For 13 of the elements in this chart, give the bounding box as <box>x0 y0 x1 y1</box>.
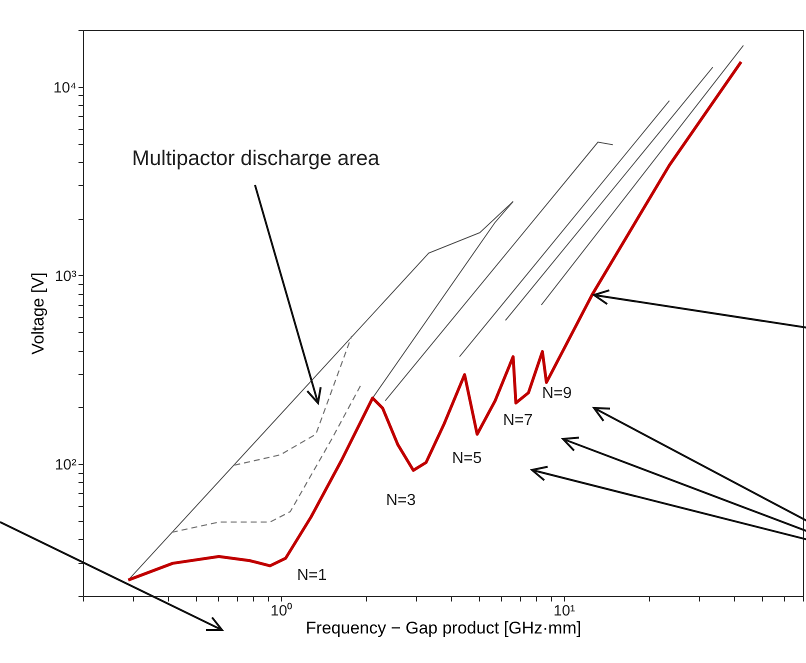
annotation: Multipactor discharge area <box>132 147 380 171</box>
y-axis-title: Voltage [V] <box>28 272 48 355</box>
x-axis-title: Frequency − Gap product [GHz·mm] <box>306 618 582 638</box>
y-tick-label: 10⁴ <box>53 79 76 96</box>
annotation: N=9 <box>542 385 572 403</box>
annotation: N=7 <box>503 412 533 430</box>
x-tick-label: 10¹ <box>553 602 576 620</box>
annotation: N=5 <box>452 450 482 468</box>
y-tick-label: 10³ <box>54 268 76 285</box>
y-tick-label: 10² <box>54 456 76 474</box>
x-tick-label: 10⁰ <box>270 602 292 620</box>
annotation: N=1 <box>297 567 327 585</box>
annotation: N=3 <box>386 492 416 510</box>
